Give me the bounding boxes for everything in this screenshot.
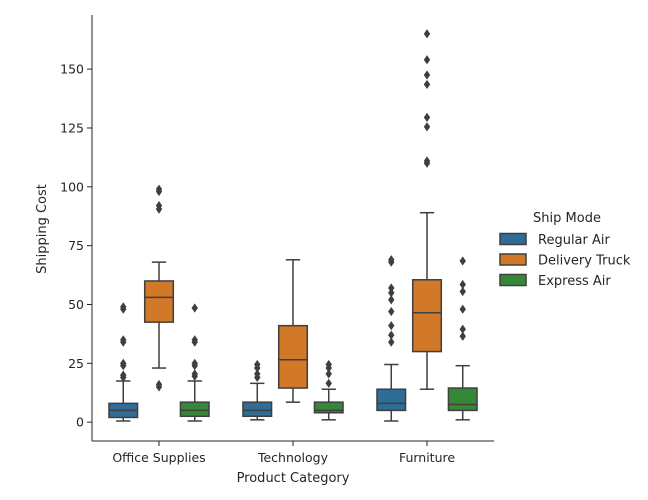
y-tick-label: 100 xyxy=(60,179,84,194)
outlier-point xyxy=(388,255,395,265)
box-body xyxy=(179,401,210,418)
outlier-point xyxy=(423,79,431,90)
box-body xyxy=(143,280,175,323)
outlier-point xyxy=(459,256,466,266)
x-tick-label: Furniture xyxy=(399,450,455,465)
outlier-point xyxy=(120,302,127,312)
legend-swatch xyxy=(499,232,527,246)
outlier-point xyxy=(459,324,466,334)
outlier-point xyxy=(388,321,395,331)
outlier-point xyxy=(155,184,163,194)
outlier-point xyxy=(459,286,466,297)
outlier-point xyxy=(155,201,163,211)
outlier-point xyxy=(325,369,332,379)
outlier-point xyxy=(423,55,431,65)
box-body xyxy=(376,388,407,412)
outlier-point xyxy=(388,295,395,305)
outlier-point xyxy=(254,369,261,379)
y-tick-label: 150 xyxy=(60,62,84,77)
x-axis: Office Supplies Technology Furniture xyxy=(92,440,494,465)
y-tick-label: 125 xyxy=(60,120,84,135)
box-express-air xyxy=(179,303,210,422)
outlier-point xyxy=(459,331,466,341)
outlier-point xyxy=(388,283,395,293)
legend-label: Express Air xyxy=(538,274,611,289)
outlier-point xyxy=(191,369,198,379)
box-regular-air xyxy=(376,255,407,422)
outlier-point xyxy=(120,335,127,345)
outlier-point xyxy=(191,303,198,313)
outlier-point xyxy=(325,378,332,388)
outlier-point xyxy=(191,335,198,345)
legend-entry: Regular Air xyxy=(499,232,610,248)
box-body xyxy=(277,324,309,389)
plot-area xyxy=(108,29,478,422)
box-body xyxy=(411,279,443,353)
outlier-point xyxy=(423,29,431,39)
y-tick-label: 25 xyxy=(68,356,84,371)
box-express-air xyxy=(313,359,344,421)
box-express-air xyxy=(447,256,478,421)
outlier-point xyxy=(120,370,127,380)
outlier-point xyxy=(388,288,395,298)
y-axis-label: Shipping Cost xyxy=(35,184,50,274)
outlier-point xyxy=(254,359,261,370)
y-axis: 0 25 50 75 100 125 150 xyxy=(60,15,93,441)
legend-entry: Express Air xyxy=(499,273,611,289)
x-axis-label: Product Category xyxy=(237,471,350,486)
outlier-point xyxy=(423,156,431,166)
legend-label: Delivery Truck xyxy=(538,254,631,269)
outlier-point xyxy=(388,306,395,317)
outlier-point xyxy=(191,358,198,368)
box-regular-air xyxy=(108,302,139,422)
outlier-point xyxy=(120,358,127,368)
box-delivery-truck xyxy=(411,29,443,390)
x-tick-label: Office Supplies xyxy=(112,450,205,465)
legend-label: Regular Air xyxy=(538,233,610,248)
outlier-point xyxy=(325,359,332,370)
box-body xyxy=(447,387,478,412)
outlier-point xyxy=(155,379,163,390)
legend: Ship Mode Regular Air Delivery Truck Expre… xyxy=(499,211,631,289)
box-body xyxy=(313,401,344,414)
outlier-point xyxy=(388,330,395,340)
legend-title: Ship Mode xyxy=(533,211,601,226)
outlier-point xyxy=(423,122,431,132)
legend-swatch xyxy=(499,253,527,266)
outlier-point xyxy=(459,279,466,290)
y-tick-label: 0 xyxy=(76,415,84,430)
box-regular-air xyxy=(242,359,273,421)
box-delivery-truck xyxy=(143,184,175,392)
box-body xyxy=(242,401,273,418)
outlier-point xyxy=(388,337,395,347)
legend-entry: Delivery Truck xyxy=(499,253,631,269)
y-tick-label: 75 xyxy=(68,238,84,253)
outlier-point xyxy=(423,112,431,122)
legend-swatch xyxy=(499,273,527,287)
y-tick-label: 50 xyxy=(68,297,84,312)
outlier-point xyxy=(459,304,466,314)
x-tick-label: Technology xyxy=(257,450,329,465)
box-delivery-truck xyxy=(277,259,309,403)
outlier-point xyxy=(423,70,431,80)
